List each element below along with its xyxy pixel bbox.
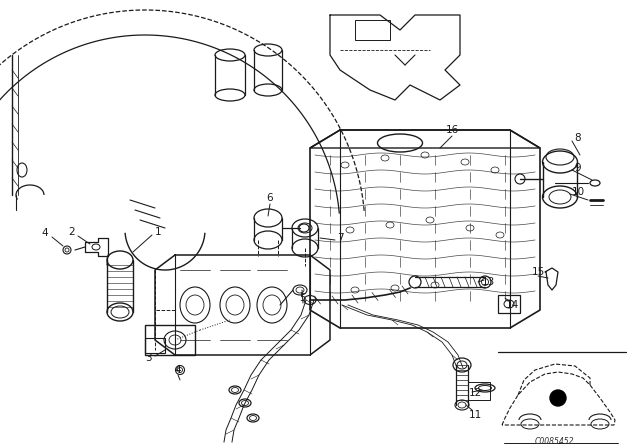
Text: 15: 15 bbox=[531, 267, 545, 277]
Text: 14: 14 bbox=[506, 300, 518, 310]
Text: 16: 16 bbox=[445, 125, 459, 135]
Text: 3: 3 bbox=[145, 353, 151, 363]
Text: 2: 2 bbox=[68, 227, 76, 237]
Text: 4: 4 bbox=[175, 365, 181, 375]
Text: 4: 4 bbox=[42, 228, 48, 238]
Text: 1: 1 bbox=[155, 227, 161, 237]
Text: 9: 9 bbox=[575, 163, 581, 173]
Text: C0085452: C0085452 bbox=[534, 436, 573, 445]
Bar bbox=[355, 20, 390, 40]
Text: 13: 13 bbox=[481, 277, 495, 287]
Text: 7: 7 bbox=[337, 233, 343, 243]
Text: 12: 12 bbox=[468, 388, 482, 398]
Bar bbox=[145, 338, 165, 353]
Text: 8: 8 bbox=[575, 133, 581, 143]
Text: 11: 11 bbox=[468, 410, 482, 420]
Circle shape bbox=[550, 390, 566, 406]
Text: 10: 10 bbox=[572, 187, 584, 197]
Bar bbox=[498, 295, 520, 313]
Text: 5: 5 bbox=[300, 293, 307, 303]
Text: 6: 6 bbox=[267, 193, 273, 203]
Bar bbox=[468, 382, 490, 400]
Bar bbox=[145, 325, 195, 355]
